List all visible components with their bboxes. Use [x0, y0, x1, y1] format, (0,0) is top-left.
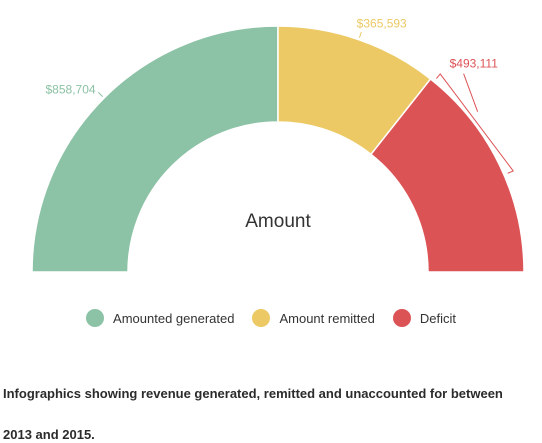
legend-label: Amount remitted [279, 310, 375, 326]
legend-item-amounted-generated[interactable]: Amounted generated [86, 309, 234, 327]
legend: Amounted generated Amount remitted Defic… [0, 307, 542, 329]
legend-label: Deficit [419, 310, 456, 326]
legend-swatch-green [86, 309, 105, 327]
legend-swatch-yellow [252, 309, 271, 327]
caption-line-2: 2013 and 2015. [3, 427, 95, 442]
legend-item-amount-remitted[interactable]: Amount remitted [252, 309, 375, 327]
slices-layer [31, 25, 525, 273]
center-label: Amount [245, 211, 311, 232]
leader-line [98, 92, 103, 97]
data-label: $493,111 [450, 57, 499, 71]
data-label: $858,704 [46, 83, 96, 97]
data-label: $365,593 [357, 16, 407, 30]
slice-amounted-generated[interactable] [31, 25, 279, 273]
legend-label: Amounted generated [113, 310, 235, 326]
labels-layer: $858,704 $365,593 $493,111 [46, 16, 514, 174]
caption-line-1: Infographics showing revenue generated, … [3, 386, 503, 401]
semi-donut-chart: $858,704 $365,593 $493,111 Amount [31, 16, 525, 273]
legend-item-deficit[interactable]: Deficit [392, 309, 456, 327]
legend-swatch-red [392, 309, 411, 327]
leader-line [436, 73, 514, 174]
slice-deficit[interactable] [369, 77, 525, 273]
leader-line [358, 31, 362, 38]
